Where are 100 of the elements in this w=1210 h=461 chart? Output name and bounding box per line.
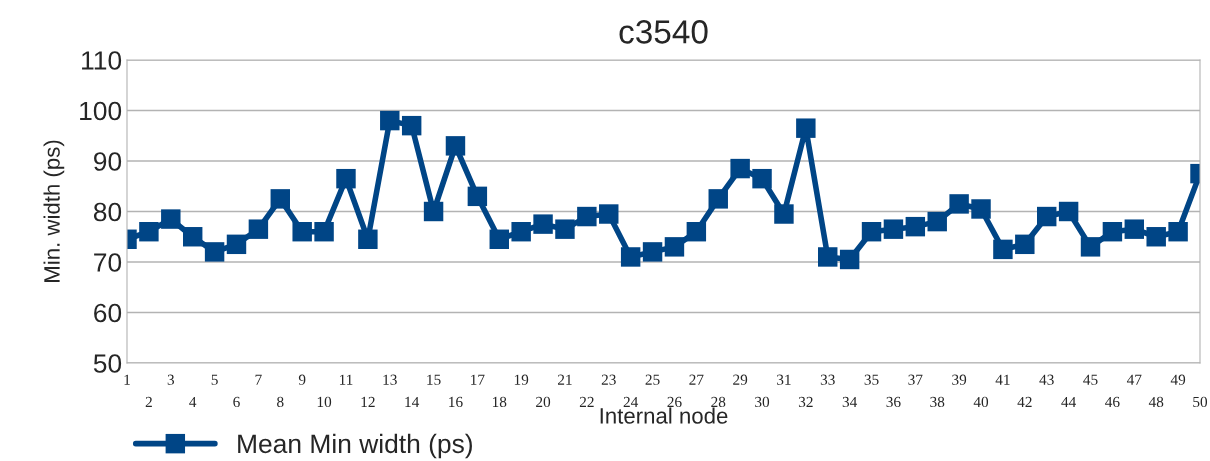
y-tick-label: 110	[82, 51, 122, 70]
x-tick-label: 20	[536, 396, 551, 408]
point	[1015, 234, 1035, 255]
x-tick-label: 38	[930, 396, 945, 408]
x-tick-label: 29	[733, 374, 748, 385]
x-tick-label: 45	[1083, 374, 1098, 385]
x-tick-label: 32	[798, 396, 813, 408]
x-tick-label: 15	[427, 374, 441, 385]
x-tick-label: 24	[623, 396, 639, 407]
point	[839, 249, 860, 270]
x-tick-label: 46	[1105, 396, 1120, 408]
x-tick-label: 39	[952, 374, 967, 385]
x-tick-label: 10	[317, 396, 332, 408]
point	[599, 204, 619, 224]
point	[861, 221, 882, 242]
legend-label: Mean Min width (ps)	[238, 433, 472, 459]
x-tick-label: 8	[277, 396, 284, 408]
point	[226, 234, 247, 255]
point	[358, 229, 378, 249]
point	[1080, 237, 1101, 257]
point	[314, 221, 334, 242]
x-tick-label: 17	[471, 374, 485, 385]
point	[139, 221, 159, 242]
point	[752, 168, 772, 189]
y-tick-label: 50	[93, 354, 122, 373]
point	[248, 219, 269, 239]
point	[270, 189, 291, 209]
point	[182, 227, 203, 247]
x-tick-label: 25	[645, 374, 660, 385]
point	[818, 247, 838, 267]
point	[489, 229, 509, 249]
point	[1146, 227, 1166, 247]
x-tick-label: 2	[145, 396, 152, 407]
point	[905, 216, 926, 237]
x-tick-label: 4	[189, 396, 197, 407]
point	[423, 201, 444, 222]
x-tick-label: 44	[1061, 396, 1077, 407]
x-tick-label: 48	[1148, 396, 1164, 408]
x-tick-label: 23	[601, 374, 616, 385]
point	[161, 209, 181, 229]
x-tick-label: 31	[777, 374, 791, 385]
point	[730, 158, 750, 179]
x-tick-label: 12	[361, 396, 375, 407]
y-tick-label: 80	[93, 202, 122, 222]
x-tick-label: 30	[755, 396, 770, 408]
x-tick-label: 50	[1193, 396, 1208, 408]
y-axis-title: Min. width (ps)	[43, 140, 65, 282]
x-tick-label: 1	[124, 374, 130, 385]
point	[445, 136, 466, 156]
point	[664, 237, 685, 257]
y-tick-label: 100	[80, 101, 122, 121]
point	[467, 186, 488, 207]
point	[927, 211, 947, 232]
x-axis-title: Internal node	[600, 407, 728, 424]
x-tick-label: 13	[383, 374, 397, 385]
y-tick-label: 60	[94, 303, 122, 323]
x-tick-label: 21	[557, 374, 572, 385]
x-tick-label: 7	[255, 374, 262, 385]
point	[577, 206, 597, 227]
y-tick-label: 70	[94, 253, 122, 272]
x-tick-label: 33	[820, 374, 835, 385]
x-tick-label: 49	[1170, 374, 1186, 385]
point	[620, 247, 641, 267]
x-tick-label: 34	[842, 396, 858, 408]
point	[949, 194, 969, 214]
x-tick-label: 43	[1039, 374, 1054, 385]
x-tick-label: 37	[908, 374, 923, 385]
chart-title: c3540	[619, 20, 708, 44]
point	[708, 189, 728, 209]
x-tick-label: 16	[449, 396, 463, 408]
point	[796, 118, 816, 138]
point	[1036, 206, 1057, 227]
point	[1058, 201, 1079, 222]
point	[642, 242, 663, 262]
x-tick-label: 36	[886, 396, 901, 408]
x-tick-label: 27	[689, 374, 704, 385]
y-tick-label: 90	[94, 152, 122, 171]
point	[555, 219, 575, 239]
point	[686, 221, 707, 242]
x-tick-label: 47	[1126, 374, 1142, 385]
point	[292, 221, 312, 242]
point	[993, 239, 1013, 260]
x-tick-label: 35	[864, 374, 879, 385]
x-tick-label: 3	[167, 374, 175, 385]
x-tick-label: 26	[667, 396, 682, 408]
point	[774, 204, 794, 224]
point	[204, 242, 225, 262]
x-tick-label: 41	[995, 374, 1010, 385]
x-tick-label: 11	[339, 374, 353, 385]
point	[1168, 221, 1188, 242]
x-tick-label: 40	[973, 396, 989, 408]
point	[883, 219, 904, 239]
x-tick-label: 19	[514, 374, 529, 385]
point	[533, 214, 553, 234]
point	[971, 199, 991, 219]
x-tick-label: 14	[405, 396, 420, 407]
point	[1124, 219, 1145, 239]
x-tick-label: 6	[233, 396, 240, 408]
point	[336, 168, 356, 189]
x-tick-label: 9	[298, 374, 306, 385]
